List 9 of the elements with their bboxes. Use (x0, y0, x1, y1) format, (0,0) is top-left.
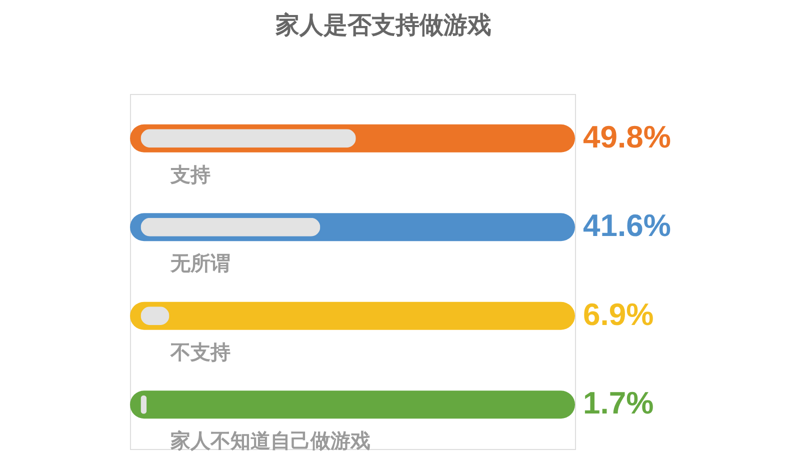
data-label: 41.6% (583, 208, 671, 244)
data-label: 1.7% (583, 386, 654, 421)
y-tick-label: 支持 (170, 164, 210, 186)
y-tick-label: 无所谓 (170, 253, 230, 276)
y-tick-label: 家人不知道自己做游戏 (170, 430, 370, 453)
y-tick-label: 不支持 (170, 342, 230, 364)
data-label: 6.9% (583, 296, 654, 332)
chart-title: 家人是否支持做游戏 (274, 12, 492, 39)
data-label: 49.8% (583, 119, 671, 154)
